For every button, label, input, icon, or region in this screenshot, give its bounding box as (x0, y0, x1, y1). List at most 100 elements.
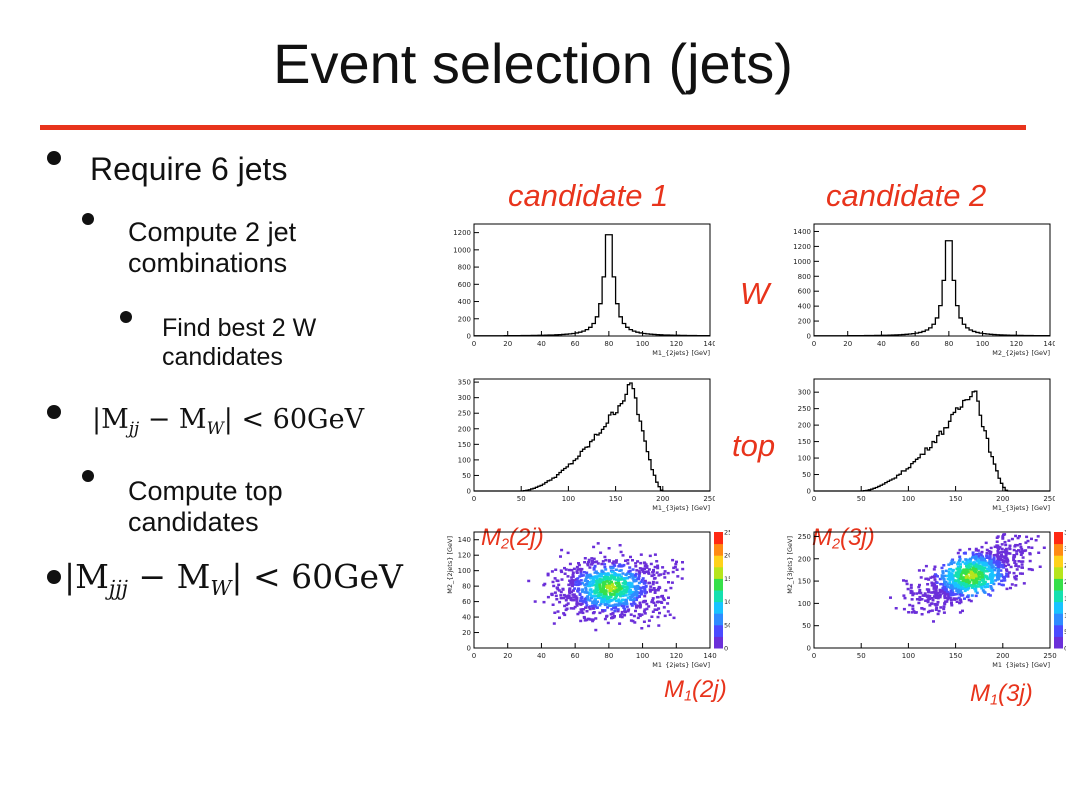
heatmap-cell (998, 573, 1002, 576)
heatmap-cell (586, 584, 590, 588)
color-scale-segment (714, 636, 723, 649)
heatmap-cell (946, 598, 950, 601)
heatmap-cell (974, 571, 978, 574)
heatmap-cell (611, 612, 615, 615)
heatmap-cell (618, 573, 622, 576)
heatmap-cell (632, 594, 636, 597)
heatmap-cell (584, 586, 588, 589)
heatmap-cell (559, 596, 563, 600)
heatmap-cell (1001, 576, 1005, 579)
y-tick-label: 250 (798, 533, 811, 541)
heatmap-cell (615, 594, 619, 598)
heatmap-cell (578, 611, 582, 614)
heatmap-cell (1027, 546, 1031, 549)
heatmap-cell (956, 591, 960, 594)
heatmap-cell (626, 559, 630, 562)
heatmap-cell (964, 576, 968, 579)
heatmap-cell (932, 595, 936, 598)
heatmap-cell (589, 618, 593, 621)
heatmap-cell (1025, 535, 1029, 539)
heatmap-cell (964, 569, 968, 572)
plot-mass-correlation-3j: 0 50 100 150 200 250050100150200250M1_{3jets}… (786, 529, 1066, 669)
heatmap-cell (1014, 584, 1018, 587)
heatmap-cell (956, 579, 960, 582)
bullet-compute-jet-combos: Compute 2 jet combinations (128, 217, 297, 278)
heatmap-cell (615, 578, 618, 581)
heatmap-cell (559, 555, 562, 558)
heatmap-cell (582, 615, 586, 619)
heatmap-cell (979, 578, 983, 581)
heatmap-cell (922, 607, 926, 611)
plot-frame (813, 531, 1051, 649)
heatmap-cell (598, 572, 602, 576)
heatmap-cell (642, 585, 646, 589)
heatmap-cell (612, 606, 616, 609)
x-tick-label: 250 (703, 495, 715, 503)
heatmap-cell (960, 569, 963, 572)
heatmap-cell (577, 580, 581, 583)
heatmap-cell (964, 582, 968, 586)
label-m2-2j: M2(2j) (481, 524, 544, 553)
heatmap-cell (972, 584, 976, 588)
heatmap-cell (956, 570, 960, 573)
heatmap-cell (590, 557, 594, 560)
heatmap-cell (600, 598, 604, 601)
heatmap-cell (630, 582, 634, 585)
heatmap-cell (603, 590, 607, 594)
heatmap-cell (933, 565, 937, 568)
heatmap-cell (602, 598, 606, 601)
heatmap-cell (974, 585, 978, 588)
heatmap-cell (612, 604, 616, 607)
plot-frame (473, 531, 711, 649)
heatmap-cell (653, 608, 657, 611)
x-tick-label: 120 (670, 340, 683, 348)
heatmap-cell (994, 579, 998, 582)
heatmap-cell (942, 607, 946, 611)
heatmap-cell (564, 599, 568, 602)
heatmap-cell (611, 576, 615, 579)
y-tick-label: 60 (462, 598, 471, 606)
heatmap-cell (567, 583, 571, 587)
heatmap-cell (564, 608, 568, 612)
heatmap-cell (654, 604, 657, 607)
heatmap-cell (907, 611, 911, 614)
heatmap-cell (608, 583, 612, 586)
heatmap-cell (936, 575, 939, 578)
heatmap-cell (995, 536, 999, 539)
heatmap-cell (996, 562, 1000, 565)
heatmap-cell (593, 560, 597, 564)
heatmap-cell (1006, 558, 1010, 561)
heatmap-cell (590, 596, 594, 600)
heatmap-cell (1017, 565, 1021, 568)
heatmap-cell (958, 548, 962, 552)
heatmap-cell (632, 614, 636, 618)
heatmap-cell (584, 588, 588, 591)
heatmap-cell (993, 545, 997, 549)
heatmap-cell (1000, 579, 1004, 583)
heatmap-cell (607, 573, 610, 576)
y-tick-label: 600 (798, 288, 811, 296)
heatmap-cell (942, 578, 946, 581)
heatmap-cell (643, 608, 647, 611)
heatmap-cell (640, 613, 644, 616)
heatmap-cell (941, 570, 945, 573)
heatmap-cell (645, 607, 649, 611)
heatmap-cell (623, 585, 627, 589)
heatmap-cell (618, 591, 622, 595)
heatmap-cell (629, 619, 633, 622)
heatmap-cell (961, 579, 965, 582)
y-tick-label: 1000 (453, 246, 471, 254)
heatmap-cell (1017, 549, 1020, 552)
color-scale-segment (1054, 624, 1063, 637)
heatmap-cell (940, 589, 944, 592)
x-tick-label: 150 (949, 652, 962, 660)
heatmap-cell (636, 604, 640, 608)
heatmap-cell (572, 593, 576, 596)
heatmap-cell (947, 573, 951, 576)
heatmap-cell (959, 574, 962, 578)
heatmap-cell (624, 599, 628, 602)
y-axis-label: M2_{3jets} [GeV] (786, 536, 794, 594)
heatmap-cell (947, 570, 951, 574)
heatmap-cell (611, 562, 615, 565)
label-m2-3j: M2(3j) (812, 524, 875, 553)
